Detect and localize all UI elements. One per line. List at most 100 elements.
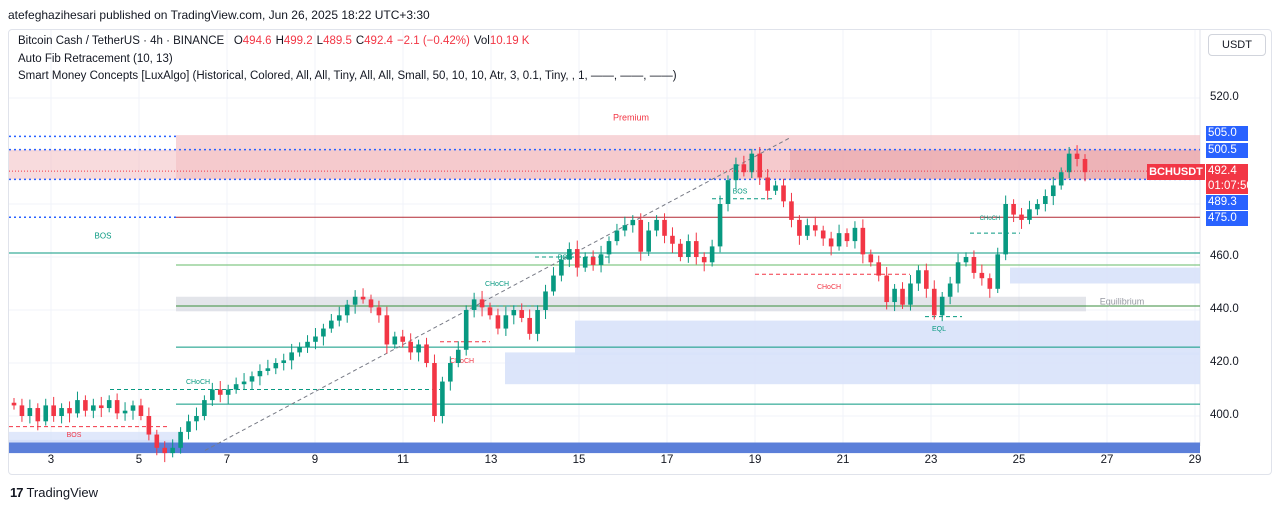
candle-body — [313, 336, 318, 342]
ohlc-value: 494.6 — [242, 35, 272, 47]
candle-body — [995, 254, 1001, 289]
currency-button[interactable]: USDT — [1208, 34, 1266, 56]
candle-body — [479, 299, 485, 308]
price-badge: 475.0 — [1206, 211, 1248, 226]
candle-body — [67, 408, 72, 414]
candle-body — [535, 310, 540, 334]
candle-body — [440, 381, 445, 416]
candle-body — [35, 408, 41, 422]
candle-body — [249, 376, 255, 382]
candle-body — [1082, 158, 1088, 173]
candle-body — [773, 185, 778, 191]
candle-body — [416, 344, 421, 353]
candle-body — [297, 347, 302, 353]
candle-body — [931, 288, 937, 316]
candle-body — [757, 153, 763, 178]
candle-body — [916, 270, 921, 284]
candle-body — [844, 233, 850, 242]
candle-body — [392, 336, 398, 345]
chart-label: Premium — [613, 113, 649, 123]
price-tick: 420.0 — [1210, 356, 1239, 368]
candle-body — [114, 400, 120, 414]
price-badge: 489.3 — [1206, 195, 1248, 210]
time-tick: 21 — [836, 454, 850, 466]
candle-body — [519, 310, 525, 318]
candle-body — [797, 219, 802, 236]
symbol-legend[interactable]: Bitcoin Cash / TetherUS · 4h · BINANCE O… — [18, 35, 533, 47]
candle-body — [225, 389, 231, 395]
candle-body — [106, 400, 112, 409]
candle-body — [83, 400, 88, 411]
time-tick: 25 — [1012, 454, 1026, 466]
candle-body — [91, 405, 96, 411]
discount-zone-left-light — [9, 431, 179, 443]
chart-label: BOS — [95, 231, 112, 240]
candle-body — [717, 204, 723, 247]
candle-body — [344, 304, 350, 316]
candle-body — [19, 405, 25, 416]
chart-label: Equilibrium — [1100, 297, 1145, 307]
candle-body — [884, 275, 889, 303]
candle-body — [686, 241, 691, 257]
candle-body — [455, 349, 461, 363]
candle-body — [693, 241, 699, 257]
candle-body — [947, 283, 953, 297]
candle-body — [1011, 204, 1016, 215]
price-badge: 500.5 — [1206, 143, 1248, 158]
candle-body — [11, 402, 17, 406]
candle-body — [511, 310, 517, 316]
candle-body — [725, 180, 731, 204]
candle-body — [424, 344, 429, 363]
ohlc-values: O494.6 H499.2 L489.5 C492.4 −2.1 (−0.42%) Vol… — [234, 35, 534, 47]
price-tick: 460.0 — [1210, 250, 1239, 262]
candle-body — [987, 278, 993, 289]
time-tick: 7 — [223, 454, 231, 466]
candle-body — [448, 363, 453, 382]
time-tick: 23 — [924, 454, 938, 466]
candle-body — [202, 400, 207, 416]
time-tick: 27 — [1100, 454, 1114, 466]
candle-body — [805, 225, 810, 236]
candle-body — [75, 400, 80, 414]
candle-body — [892, 288, 897, 303]
candle-body — [852, 227, 858, 242]
ohlc-key: C — [355, 35, 365, 47]
time-tick: 19 — [748, 454, 762, 466]
publisher-caption: atefeghazihesari published on TradingVie… — [8, 8, 430, 22]
orderblock-zone-3 — [1010, 267, 1200, 284]
candle-body — [170, 447, 175, 454]
fib-trendline — [204, 137, 791, 451]
candle-body — [574, 249, 580, 268]
candle-body — [543, 291, 548, 310]
chart-label: EQL — [932, 326, 946, 333]
candle-body — [352, 296, 358, 305]
candle-body — [194, 416, 199, 422]
indicator-legend-smc[interactable]: Smart Money Concepts [LuxAlgo] (Historic… — [18, 70, 677, 82]
candle-body — [654, 219, 659, 231]
candle-body — [789, 201, 794, 220]
chart-frame[interactable] — [8, 29, 1272, 475]
candle-body — [567, 249, 572, 260]
candle-body — [963, 257, 969, 263]
candle-body — [186, 421, 191, 432]
candle-body — [1058, 172, 1064, 186]
candle-body — [487, 307, 493, 316]
candle-body — [908, 283, 913, 305]
candle-body — [876, 262, 882, 276]
candle-body — [781, 185, 786, 202]
candle-body — [463, 310, 469, 350]
candle-body — [305, 341, 310, 348]
time-tick: 13 — [484, 454, 498, 466]
candle-body — [1043, 196, 1048, 204]
ohlc-value: −2.1 (−0.42%) — [396, 35, 470, 47]
price-badge: 505.0 — [1206, 126, 1248, 141]
candle-body — [527, 317, 532, 334]
candle-body — [281, 360, 287, 363]
orderblock-zone-1 — [575, 320, 1200, 356]
candle-body — [162, 447, 168, 454]
indicator-legend-fib[interactable]: Auto Fib Retracement (10, 13) — [18, 53, 173, 65]
tradingview-logo[interactable]: 17 TradingView — [10, 485, 98, 500]
candle-body — [590, 257, 596, 265]
candle-body — [606, 241, 612, 255]
